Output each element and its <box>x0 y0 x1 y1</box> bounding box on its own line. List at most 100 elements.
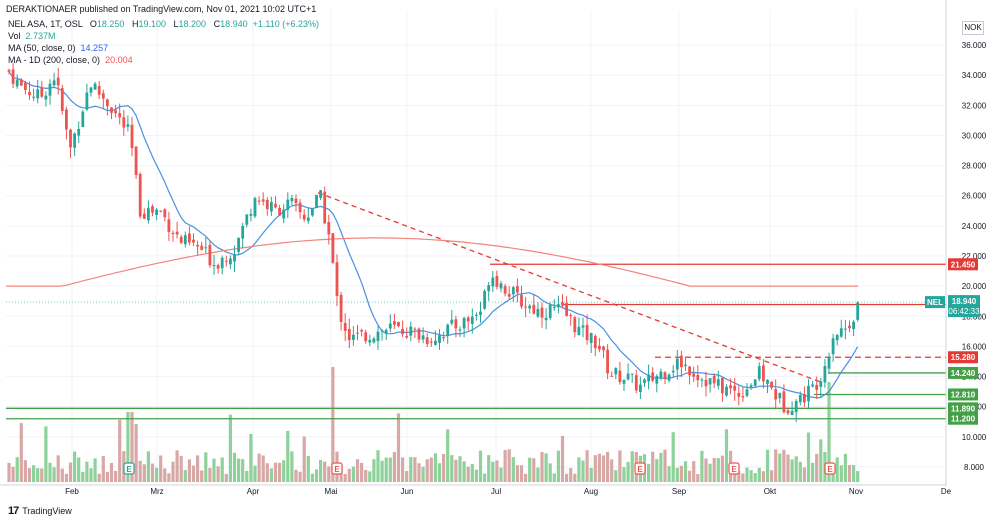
volume-bar <box>212 458 216 482</box>
candle-body <box>532 304 536 314</box>
candle-body <box>753 379 757 386</box>
ma50-value: 14.257 <box>80 43 109 53</box>
volume-bar <box>782 449 786 482</box>
countdown-text: 06:42:33 <box>948 307 980 316</box>
x-tick-label: De <box>941 487 952 496</box>
volume-bar <box>524 473 528 482</box>
volume-bar <box>720 455 724 482</box>
candle-body <box>647 374 650 382</box>
candle-body <box>241 226 245 239</box>
volume-bar <box>216 466 220 482</box>
level-tag <box>948 412 978 425</box>
volume-bar <box>241 459 245 482</box>
volume-bar <box>491 461 495 482</box>
volume-bar <box>343 473 347 482</box>
y-tick-label: 32.000 <box>962 101 987 110</box>
symbol-label[interactable]: NEL ASA, 1T, OSL <box>8 19 83 29</box>
candle-body <box>700 379 704 381</box>
candle-body <box>598 345 601 350</box>
volume-bar <box>827 382 831 482</box>
candle-body <box>552 307 556 309</box>
candle-body <box>171 232 175 235</box>
candle-body <box>569 315 573 317</box>
ma50-label[interactable]: MA (50, close, 0) <box>8 43 76 53</box>
volume-bar <box>450 455 454 482</box>
volume-bar <box>761 471 765 482</box>
candle-body <box>626 373 630 380</box>
volume-bar <box>724 429 729 482</box>
candle-body <box>106 99 109 107</box>
volume-bar <box>696 473 700 482</box>
earnings-marker-text: E <box>827 465 833 474</box>
candle-body <box>778 392 782 399</box>
volume-bar <box>52 467 56 482</box>
volume-bar <box>97 473 101 482</box>
volume-bar <box>118 419 122 482</box>
volume-bar <box>786 454 790 482</box>
candle-body <box>126 124 130 127</box>
volume-bar <box>93 458 97 482</box>
volume-bar <box>581 460 585 482</box>
volume-bar <box>163 468 167 482</box>
candle-body <box>811 384 814 387</box>
candle-body <box>495 275 499 287</box>
candle-body <box>274 203 277 208</box>
volume-bar <box>319 459 323 482</box>
candle-body <box>819 381 823 387</box>
currency-box[interactable]: NOK <box>962 21 984 35</box>
candle-body <box>725 386 728 396</box>
y-tick-label: 20.000 <box>962 282 987 291</box>
volume-bar <box>778 453 782 482</box>
candle-body <box>688 366 691 376</box>
candle-body <box>721 377 724 394</box>
candle-body <box>11 69 15 84</box>
ma200-label[interactable]: MA - 1D (200, close, 0) <box>8 55 101 65</box>
open-label: O <box>89 19 97 29</box>
earnings-marker-text: E <box>637 465 643 474</box>
volume-bar <box>167 473 171 482</box>
volume-bar <box>351 466 355 482</box>
level-tag <box>948 388 978 401</box>
volume-bar <box>499 467 503 482</box>
earnings-marker-icon <box>824 462 836 475</box>
candle-body <box>483 290 486 309</box>
volume-bar <box>466 466 470 482</box>
candle-body <box>708 378 712 385</box>
volume-bar <box>532 458 536 482</box>
volume-bar <box>183 470 187 482</box>
candle-body <box>614 367 618 375</box>
volume-bar <box>191 465 196 482</box>
volume-bar <box>483 473 487 482</box>
volume-bar <box>204 452 208 482</box>
volume-value: 2.737M <box>25 31 56 41</box>
volume-bar <box>716 458 720 482</box>
candle-body <box>643 379 646 383</box>
volume-bar <box>155 467 159 482</box>
publish-text: DERAKTIONAER published on TradingView.co… <box>6 4 317 14</box>
volume-bar <box>688 470 692 482</box>
volume-bar <box>815 453 819 482</box>
candle-body <box>475 314 478 316</box>
volume-line: Vol 2.737M <box>8 30 319 42</box>
change-value: +1.110 (+6.23%) <box>252 19 319 29</box>
candle-body <box>101 93 105 99</box>
close-value: 18.940 <box>220 19 248 29</box>
level-tag <box>948 402 978 415</box>
volume-bar <box>282 460 286 482</box>
volume-bar <box>40 468 44 482</box>
y-tick-label: 16.000 <box>962 342 987 351</box>
candle-body <box>216 265 220 269</box>
volume-bar <box>802 467 806 482</box>
candle-body <box>192 239 195 243</box>
footer-brand[interactable]: 17 TradingView <box>8 505 72 517</box>
candle-body <box>409 326 413 336</box>
volume-label[interactable]: Vol <box>8 31 21 41</box>
candle-body <box>65 109 68 130</box>
candle-body <box>848 325 851 329</box>
volume-bar <box>679 465 683 482</box>
candle-body <box>302 214 306 220</box>
candle-body <box>786 410 790 414</box>
candle-body <box>835 335 839 341</box>
